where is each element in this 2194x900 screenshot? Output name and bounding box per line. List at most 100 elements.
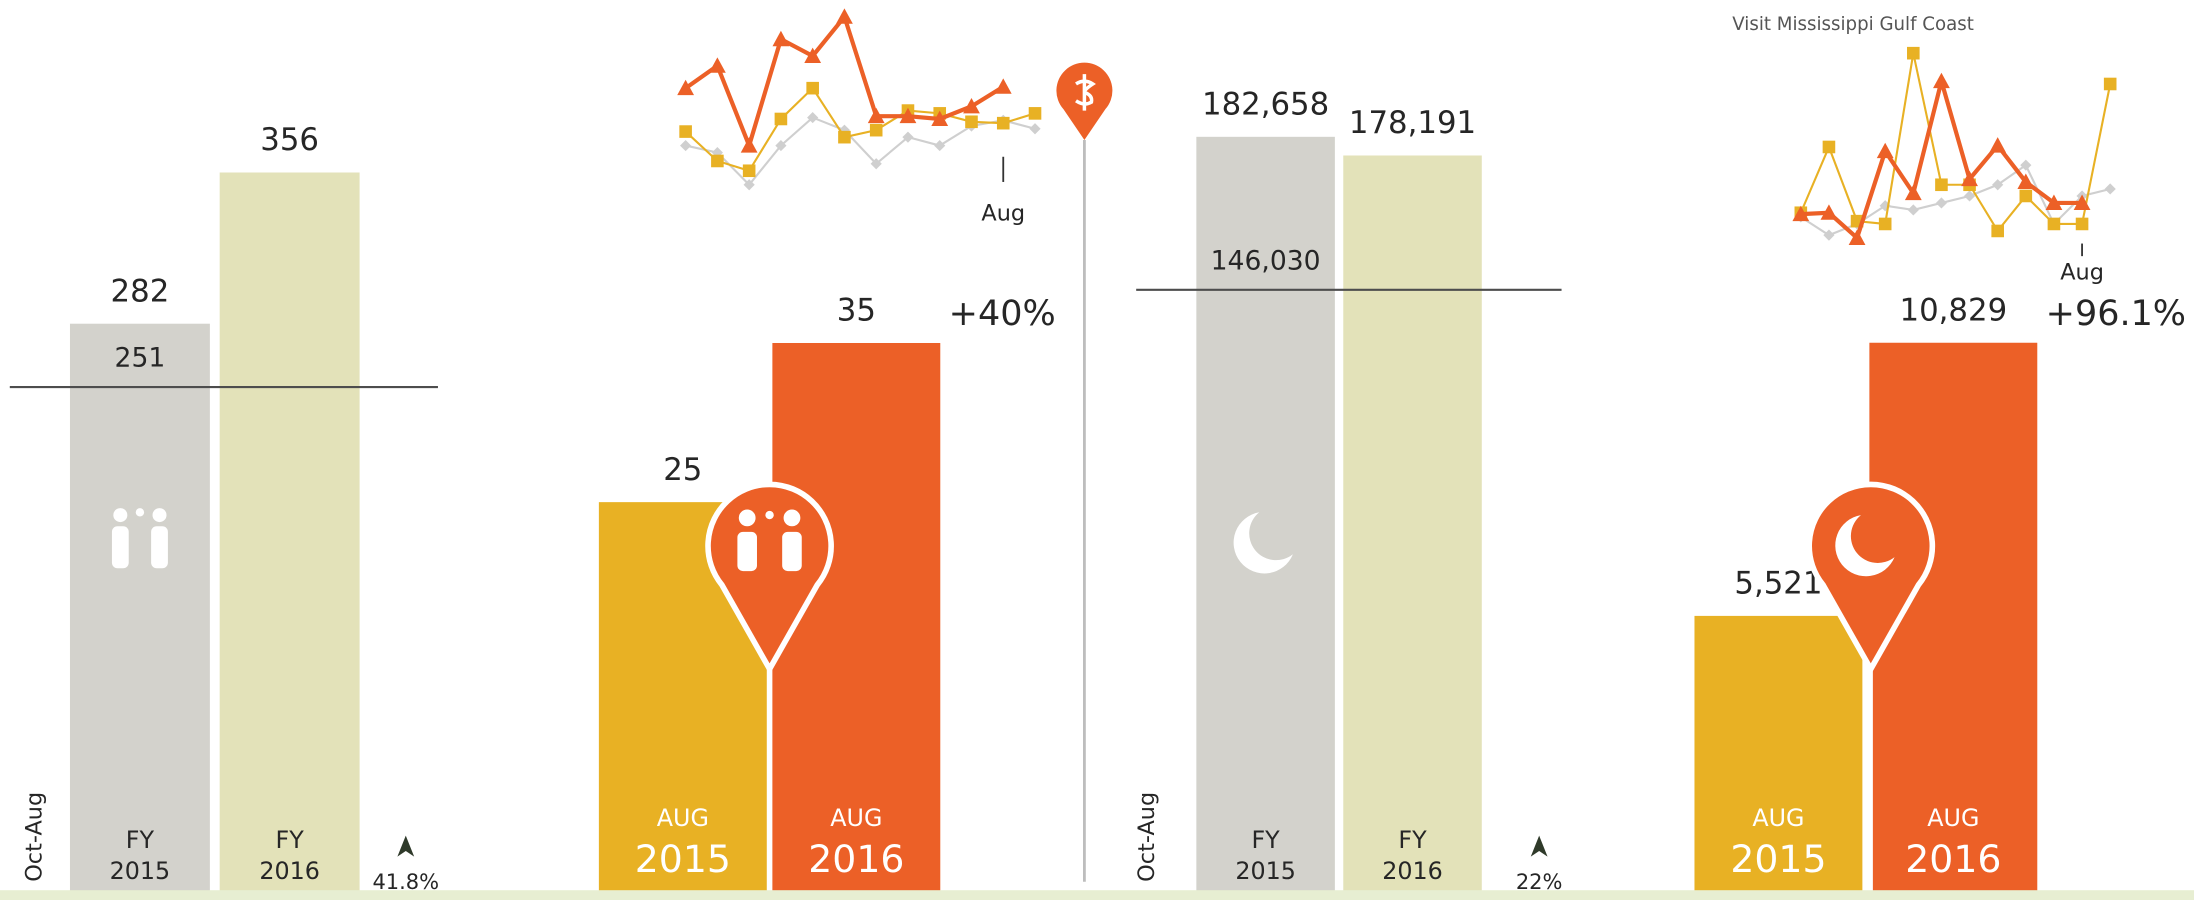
category-text: FY 2016 — [1382, 827, 1443, 887]
marker — [1848, 229, 1866, 245]
category-text: FY 2015 — [109, 827, 171, 887]
marker — [2104, 183, 2116, 195]
marker — [1963, 190, 1976, 202]
bar — [1196, 136, 1335, 900]
moon-icon-small — [1233, 512, 1293, 574]
overlay — [0, 62, 2194, 900]
axis-label: Oct-Aug — [1134, 792, 1160, 882]
marker — [804, 47, 822, 63]
marker — [1028, 107, 1042, 120]
value-label: 35 — [837, 293, 876, 329]
marker — [1907, 46, 1920, 60]
value-label: 5,521 — [1734, 566, 1822, 602]
bar — [772, 342, 941, 900]
category-label: AUG 2015 — [1730, 804, 1827, 882]
value-label: 282 — [111, 273, 170, 309]
category-text: AUG 2016 — [808, 804, 905, 882]
category-text: AUG 2016 — [1905, 804, 2002, 882]
marker — [2075, 217, 2089, 231]
marker — [742, 164, 756, 178]
marker — [743, 179, 755, 191]
x-tick-label: Aug — [981, 201, 1025, 227]
marker — [1820, 204, 1838, 220]
marker — [931, 110, 949, 126]
marker — [1907, 204, 1919, 216]
marker — [774, 112, 788, 126]
marker — [1935, 197, 1948, 209]
category-label: FY 2015 — [1235, 827, 1296, 887]
category-label: AUG 2016 — [808, 804, 905, 882]
marker — [1878, 217, 1892, 231]
category-label: FY 2016 — [1382, 827, 1443, 887]
value-label: 10,829 — [1900, 292, 2008, 328]
footer-strip — [0, 890, 2194, 900]
marker — [838, 130, 851, 144]
marker — [775, 139, 787, 152]
value-label: 25 — [663, 452, 702, 488]
category-label: FY 2015 — [109, 827, 171, 887]
marker — [836, 8, 853, 24]
marker — [994, 78, 1012, 94]
category-text: FY 2016 — [259, 827, 320, 887]
change-label: +96.1% — [2046, 294, 2186, 334]
bar — [1343, 155, 1482, 900]
marker — [1989, 137, 2007, 153]
bar — [69, 323, 210, 900]
value-label: 356 — [260, 122, 319, 158]
marker — [1822, 140, 1836, 154]
marker — [1904, 184, 1922, 201]
category-label: AUG 2015 — [634, 804, 731, 882]
visitor-pin — [705, 481, 834, 675]
marker — [2047, 217, 2061, 231]
x-tick-label: Aug — [2060, 259, 2104, 285]
marker — [772, 30, 790, 47]
moon-icon — [1835, 515, 1895, 577]
marker — [870, 158, 882, 170]
bar — [1694, 615, 1863, 900]
visitor-icon — [737, 509, 802, 572]
marker — [1991, 224, 2004, 238]
marker — [1933, 72, 1950, 89]
marker — [806, 81, 819, 95]
marker — [1876, 142, 1894, 159]
category-text: AUG 2015 — [634, 804, 731, 882]
category-label: AUG 2016 — [1905, 804, 2002, 882]
marker — [807, 111, 819, 124]
marker — [965, 115, 978, 129]
sparkline-title: Visit Mississippi Gulf Coast — [1732, 14, 1974, 35]
category-text: AUG 2015 — [1730, 804, 1827, 882]
marker — [2017, 173, 2035, 189]
change-arrow — [1530, 835, 1548, 857]
marker — [1029, 123, 1041, 135]
change-label: +40% — [949, 294, 1056, 334]
marker — [1961, 170, 1978, 187]
marker — [2073, 194, 2091, 210]
marker — [963, 97, 980, 114]
reference-label: 146,030 — [1211, 245, 1321, 276]
sparkline — [1800, 73, 2083, 242]
category-label: FY 2016 — [259, 827, 320, 887]
visitor-icon-small — [111, 508, 168, 569]
marker — [1792, 205, 1810, 222]
value-label: 182,658 — [1202, 87, 1329, 123]
marker — [2045, 194, 2063, 210]
marker — [899, 107, 917, 124]
marker — [708, 57, 726, 73]
sparkline — [685, 116, 1036, 187]
marker — [869, 123, 883, 137]
marker — [679, 125, 692, 138]
marker — [680, 139, 692, 152]
marker — [740, 137, 758, 153]
marker — [1823, 229, 1835, 241]
marker — [1992, 179, 2004, 191]
axis-label: Oct-Aug — [21, 792, 47, 882]
bar — [219, 172, 360, 900]
marker — [1935, 178, 1948, 192]
change-arrow — [397, 835, 415, 857]
marker — [677, 79, 695, 96]
marker — [711, 154, 724, 168]
marker — [996, 116, 1010, 130]
category-text: FY 2015 — [1235, 827, 1296, 887]
marker — [867, 107, 885, 124]
